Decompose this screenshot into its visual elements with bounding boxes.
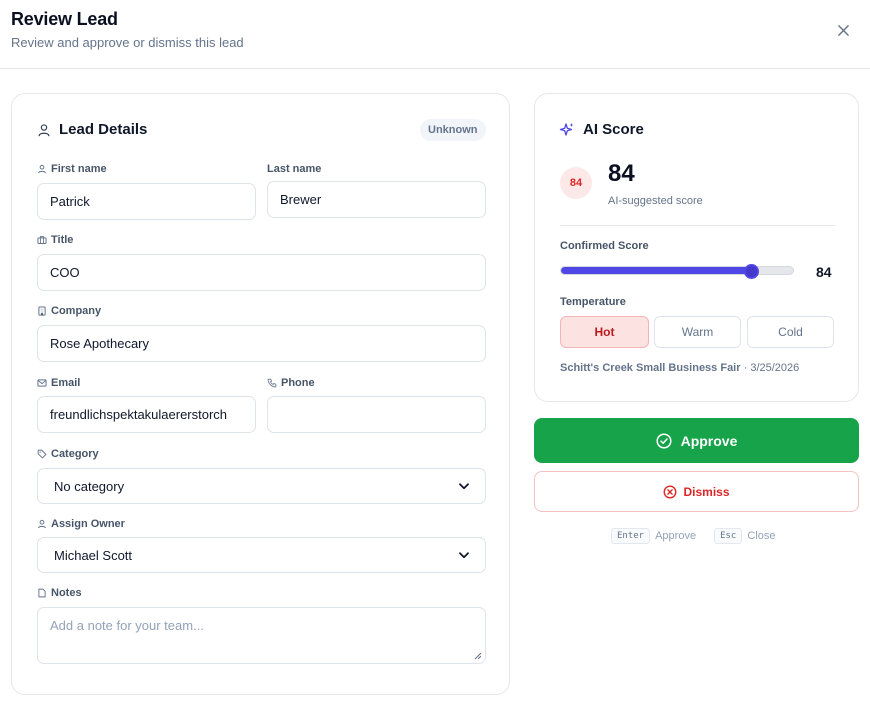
score-badge: 84 [560, 167, 592, 199]
owner-select-value: Michael Scott [54, 547, 133, 563]
building-icon [38, 306, 46, 316]
dismiss-button[interactable]: Dismiss [534, 471, 859, 512]
score-value: 84 [608, 160, 635, 187]
user-icon [38, 164, 46, 174]
ai-score-card: AI Score 84 84 AI-suggested score Confir… [534, 93, 859, 402]
temperature-label: Temperature [560, 296, 626, 308]
lead-details-title: Lead Details [59, 121, 148, 138]
temperature-hot-button[interactable]: Hot [560, 316, 649, 348]
temperature-warm-button[interactable]: Warm [654, 316, 741, 348]
slider-thumb[interactable] [743, 264, 759, 279]
file-icon [38, 588, 46, 598]
company-field[interactable]: Rose Apothecary [37, 325, 486, 362]
event-name: Schitt's Creek Small Business Fair [560, 362, 741, 374]
check-circle-icon [656, 432, 672, 449]
status-badge: Unknown [420, 119, 486, 141]
ai-score-title: AI Score [583, 121, 644, 138]
dismiss-label: Dismiss [683, 484, 730, 499]
close-icon [837, 24, 849, 36]
resize-handle-icon[interactable] [474, 652, 482, 660]
owner-select[interactable]: Michael Scott [37, 537, 486, 573]
email-label: Email [37, 377, 80, 389]
phone-icon [267, 378, 277, 388]
chevron-down-icon [459, 551, 469, 558]
score-caption: AI-suggested score [608, 195, 703, 207]
last-name-field[interactable]: Brewer [267, 181, 486, 218]
first-name-label: First name [37, 163, 107, 175]
phone-label: Phone [267, 377, 315, 389]
mail-icon [37, 379, 47, 387]
event-date: 3/25/2026 [750, 362, 800, 374]
page-title: Review Lead [11, 9, 118, 29]
first-name-field[interactable]: Patrick [37, 183, 256, 220]
enter-key-hint: Approve [655, 530, 697, 542]
email-field[interactable]: freundlichspektakulaererstorch [37, 396, 256, 433]
slider-fill [561, 267, 758, 274]
company-label: Company [37, 305, 101, 317]
confirmed-score-label: Confirmed Score [560, 240, 649, 252]
tag-icon [37, 449, 47, 459]
title-field[interactable]: COO [37, 254, 486, 291]
confirmed-score-slider[interactable] [560, 266, 794, 275]
lead-details-heading: Lead Details [37, 121, 147, 138]
owner-label: Assign Owner [37, 518, 125, 530]
last-name-label: Last name [267, 163, 322, 175]
notes-textarea[interactable]: Add a note for your team... [37, 607, 486, 664]
x-circle-icon [664, 485, 677, 498]
confirmed-score-value: 84 [816, 264, 832, 280]
ai-score-heading: AI Score [559, 121, 644, 138]
phone-field[interactable] [267, 396, 486, 433]
esc-key: Esc [714, 528, 743, 544]
chevron-down-icon [459, 482, 469, 489]
esc-key-hint: Close [747, 530, 776, 542]
approve-label: Approve [680, 432, 738, 449]
event-separator: · [743, 362, 748, 374]
lead-details-card: Lead Details Unknown First name Patrick … [11, 93, 510, 695]
page-subtitle: Review and approve or dismiss this lead [11, 35, 244, 50]
divider [560, 225, 835, 226]
notes-label: Notes [37, 587, 82, 599]
keyboard-shortcuts: Enter Approve Esc Close [611, 528, 775, 544]
sparkles-icon [559, 122, 574, 136]
close-button[interactable] [832, 19, 854, 41]
user-icon [38, 519, 46, 529]
title-label: Title [37, 234, 73, 246]
briefcase-icon [37, 236, 47, 244]
user-icon [38, 123, 50, 136]
category-select-value: No category [54, 478, 125, 494]
approve-button[interactable]: Approve [534, 418, 859, 463]
event-info: Schitt's Creek Small Business Fair · 3/2… [560, 362, 799, 374]
modal-header: Review Lead Review and approve or dismis… [0, 0, 870, 69]
category-label: Category [37, 448, 99, 460]
category-select[interactable]: No category [37, 468, 486, 504]
temperature-cold-button[interactable]: Cold [747, 316, 834, 348]
enter-key: Enter [611, 528, 651, 544]
notes-placeholder: Add a note for your team... [50, 618, 204, 633]
